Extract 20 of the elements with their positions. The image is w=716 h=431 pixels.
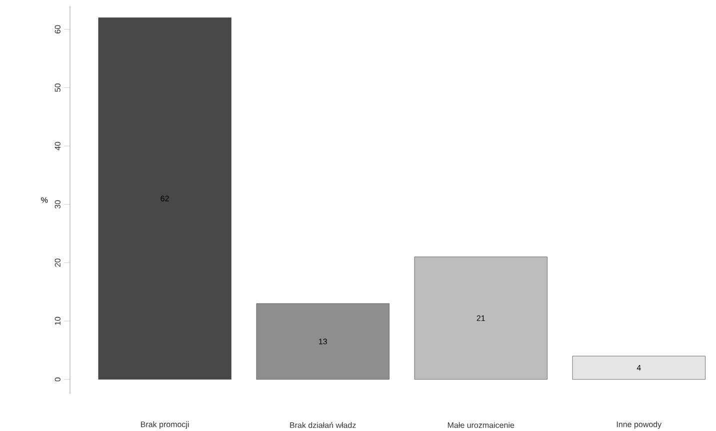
x-tick-label: Inne powody bbox=[616, 421, 662, 429]
data-label: 62 bbox=[160, 196, 169, 202]
x-tick-label: Brak promocji bbox=[141, 421, 189, 429]
data-label: 21 bbox=[476, 315, 485, 321]
y-tick-label: 50 bbox=[54, 84, 60, 92]
y-tick-label: 20 bbox=[54, 258, 60, 267]
y-tick-label: 40 bbox=[54, 142, 60, 150]
bar bbox=[414, 256, 548, 380]
bar bbox=[98, 17, 232, 380]
y-tick-label: 30 bbox=[54, 200, 60, 209]
y-tick-label: 60 bbox=[54, 25, 60, 34]
y-axis-title: % bbox=[41, 197, 48, 203]
x-tick-label: Małe urozmaicenie bbox=[448, 422, 514, 428]
bar bbox=[572, 356, 706, 380]
data-label: 4 bbox=[636, 364, 641, 370]
bar bbox=[256, 303, 390, 380]
y-tick-label: 0 bbox=[54, 377, 60, 382]
x-tick-label: Brak działań władz bbox=[290, 422, 356, 428]
y-tick-label: 10 bbox=[54, 316, 60, 325]
data-label: 13 bbox=[319, 338, 327, 344]
